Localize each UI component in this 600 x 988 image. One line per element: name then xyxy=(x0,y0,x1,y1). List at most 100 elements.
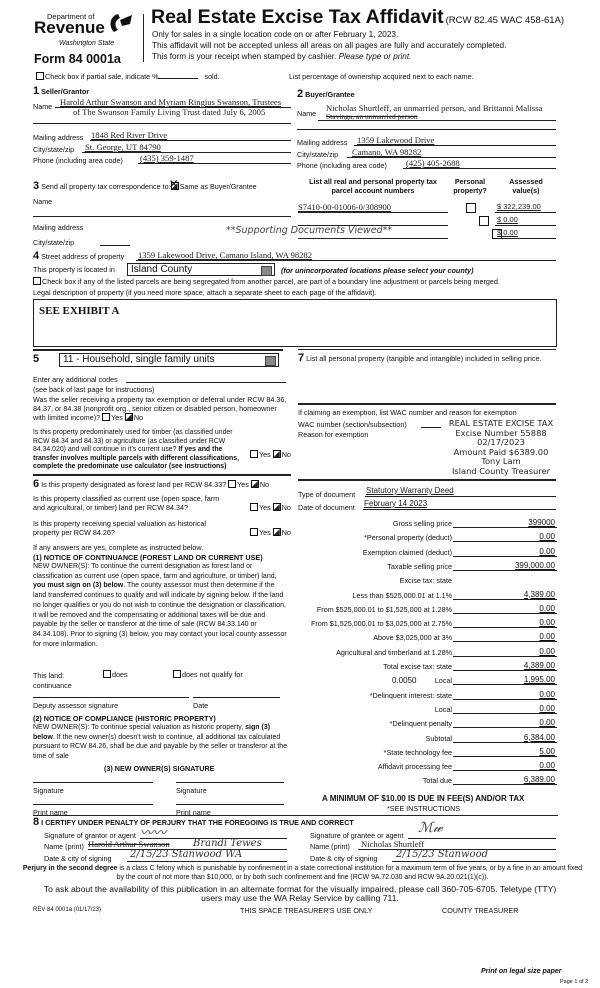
wac-field[interactable] xyxy=(421,427,441,428)
tax-row-value[interactable]: 4,389.00 xyxy=(523,661,555,670)
doc-type[interactable]: Statutory Warranty Deed xyxy=(366,486,454,495)
stamp-line: Excise Number 55888 xyxy=(455,427,547,438)
yes-checkbox[interactable] xyxy=(102,413,111,421)
line3-text: This form is your receipt when stamped b… xyxy=(152,52,339,61)
tax-row-value[interactable]: 0.00 xyxy=(539,646,555,656)
signature-line-1[interactable] xyxy=(33,782,153,783)
tax-row-value[interactable]: 1,995.00 xyxy=(523,675,555,685)
seller-mailing[interactable]: 1848 Red River Drive xyxy=(91,130,168,140)
seller-city[interactable]: St. George, UT 84790 xyxy=(85,142,161,152)
yes-checkbox[interactable] xyxy=(250,450,258,458)
county-treasurer: COUNTY TREASURER xyxy=(442,906,519,915)
personal-property-line[interactable] xyxy=(298,403,556,405)
seller-name-label: Name xyxy=(33,102,53,111)
county-select[interactable]: Island County xyxy=(127,263,275,276)
doc-type-line xyxy=(365,496,556,497)
buyer-phone[interactable]: (425) 405-2688 xyxy=(406,158,460,168)
tax-row-value[interactable]: 0.00 xyxy=(539,689,555,699)
no-checkbox[interactable] xyxy=(272,503,281,511)
perjury-notice: Perjury in the second degree is a class … xyxy=(20,865,585,882)
tax-row-value[interactable]: 0.00 xyxy=(539,632,555,642)
tax-row-value[interactable]: 0.00 xyxy=(539,546,555,556)
tax-row-label: *State technology fee xyxy=(383,747,452,757)
tax-row: Total due 6,389.00 xyxy=(300,775,557,788)
legal-description-box[interactable] xyxy=(33,299,557,347)
seller-name-1[interactable]: Harold Arthur Swanson and Myriam Ringius… xyxy=(60,97,282,107)
grantee-date-city[interactable]: 2/15/23 Stanwood xyxy=(396,849,489,860)
personal-col-header: Personal property? xyxy=(453,177,487,195)
assessed-value[interactable]: $ 0.00 xyxy=(497,215,518,224)
no-checkbox[interactable] xyxy=(272,450,281,458)
grantee-signature[interactable]: ℳ𝓌 xyxy=(418,820,443,836)
no-checkbox[interactable] xyxy=(272,528,281,536)
print-name-line-2[interactable] xyxy=(176,804,284,805)
grantor-signature[interactable]: 〰〰 xyxy=(140,826,167,841)
use-code-select[interactable]: 11 - Household, single family units xyxy=(59,353,279,367)
tax-row-line xyxy=(453,770,557,772)
buyer-mailing[interactable]: 1359 Lakewood Drive xyxy=(357,135,435,145)
does-checkbox[interactable] xyxy=(103,670,111,678)
grantor-name-handwritten[interactable]: Brandi Tewes xyxy=(193,838,262,849)
tax-row-label: Total due xyxy=(422,776,452,786)
grantor-date-city[interactable]: 2/15/23 Stanwood WA xyxy=(130,849,243,860)
correspondence-label: Send all property tax correspondence to: xyxy=(41,182,171,191)
tax-row-value[interactable]: 5.00 xyxy=(539,746,555,756)
segregated-checkbox[interactable] xyxy=(33,277,41,285)
q-current-use-yn: Yes No xyxy=(250,503,291,512)
same-as-buyer-checkbox[interactable] xyxy=(169,177,179,191)
tax-row-line xyxy=(453,684,557,686)
personal-property-checkbox[interactable] xyxy=(466,203,476,213)
print-name-line-1[interactable] xyxy=(33,804,153,805)
tax-row-value[interactable]: 0.00 xyxy=(539,761,555,771)
tax-row-value[interactable]: 399000 xyxy=(528,518,555,527)
tax-row-value[interactable]: 0.00 xyxy=(539,532,555,542)
no-checkbox[interactable] xyxy=(250,480,259,488)
dropdown-arrow-icon[interactable] xyxy=(265,356,276,366)
tax-row-value[interactable]: 6,384.00 xyxy=(523,732,555,742)
title-ref: (RCW 82.45 WAC 458-61A) xyxy=(445,15,565,26)
tax-row-value[interactable]: 6,389.00 xyxy=(523,775,555,785)
q-historic-yn: Yes No xyxy=(250,528,291,537)
partial-sale-checkbox[interactable] xyxy=(36,72,44,80)
deputy-signature-line[interactable] xyxy=(33,697,189,698)
deputy-date-line[interactable] xyxy=(193,697,280,698)
tax-row-value[interactable]: 0.00 xyxy=(539,618,555,628)
parcel-table: S7410-00-01006-0/308900 $ 322,239.00 $ 0… xyxy=(0,0,600,239)
no-label: No xyxy=(281,450,291,459)
personal-property-checkbox[interactable] xyxy=(479,216,489,226)
notice2-text: NEW OWNER(S): To continue special valuat… xyxy=(33,723,289,762)
yes-checkbox[interactable] xyxy=(228,480,237,488)
seller-phone[interactable]: (435) 359-1487 xyxy=(140,153,194,163)
buyer-name-2[interactable]: Stavinga, an unmarried person xyxy=(326,112,418,121)
street-address[interactable]: 1359 Lakewood Drive, Camano Island, WA 9… xyxy=(138,250,313,260)
doc-date[interactable]: February 14 2023 xyxy=(364,499,428,508)
signature-label-1: Signature xyxy=(33,786,64,795)
additional-codes-field[interactable] xyxy=(126,382,286,383)
no-checkbox[interactable] xyxy=(124,413,133,421)
partial-sale-row: Check box if partial sale, indicate % so… xyxy=(36,72,220,81)
legal-description: SEE EXHIBIT A xyxy=(39,305,120,317)
tax-row-value[interactable]: 0.00 xyxy=(539,603,555,613)
seller-name-2[interactable]: of The Swanson Family Living Trust dated… xyxy=(73,107,266,117)
header-divider xyxy=(143,14,144,62)
buyer-city[interactable]: Camano, WA 98282 xyxy=(352,147,422,157)
corr-city-line[interactable] xyxy=(100,245,130,246)
signature-line-2[interactable] xyxy=(176,782,284,783)
assessed-value[interactable]: $ 0.00 xyxy=(497,228,518,237)
does-label: does xyxy=(112,670,128,679)
yes-checkbox[interactable] xyxy=(250,503,258,511)
assessed-value[interactable]: $ 322,239.00 xyxy=(497,202,541,211)
tax-row-value[interactable]: 4,389.00 xyxy=(523,589,555,599)
tax-row-value[interactable]: 399,000.00 xyxy=(514,560,555,570)
tax-row-value[interactable]: 0.00 xyxy=(539,718,555,728)
grantee-name[interactable]: Nicholas Shurtleff xyxy=(361,839,425,849)
buyer-name-1[interactable]: Nicholas Shurtleff, an unmarried person,… xyxy=(326,103,543,113)
does-not-checkbox[interactable] xyxy=(173,670,181,678)
dropdown-arrow-icon[interactable] xyxy=(261,266,272,276)
yes-checkbox[interactable] xyxy=(250,528,258,536)
partial-percent-field[interactable] xyxy=(158,78,199,79)
tax-row-value[interactable]: 0.00 xyxy=(539,703,555,713)
section-number: 8 xyxy=(33,816,40,828)
grantor-name[interactable]: Harold Arthur Swanson xyxy=(88,839,170,849)
parcel-number[interactable]: S7410-00-01006-0/308900 xyxy=(298,202,392,212)
